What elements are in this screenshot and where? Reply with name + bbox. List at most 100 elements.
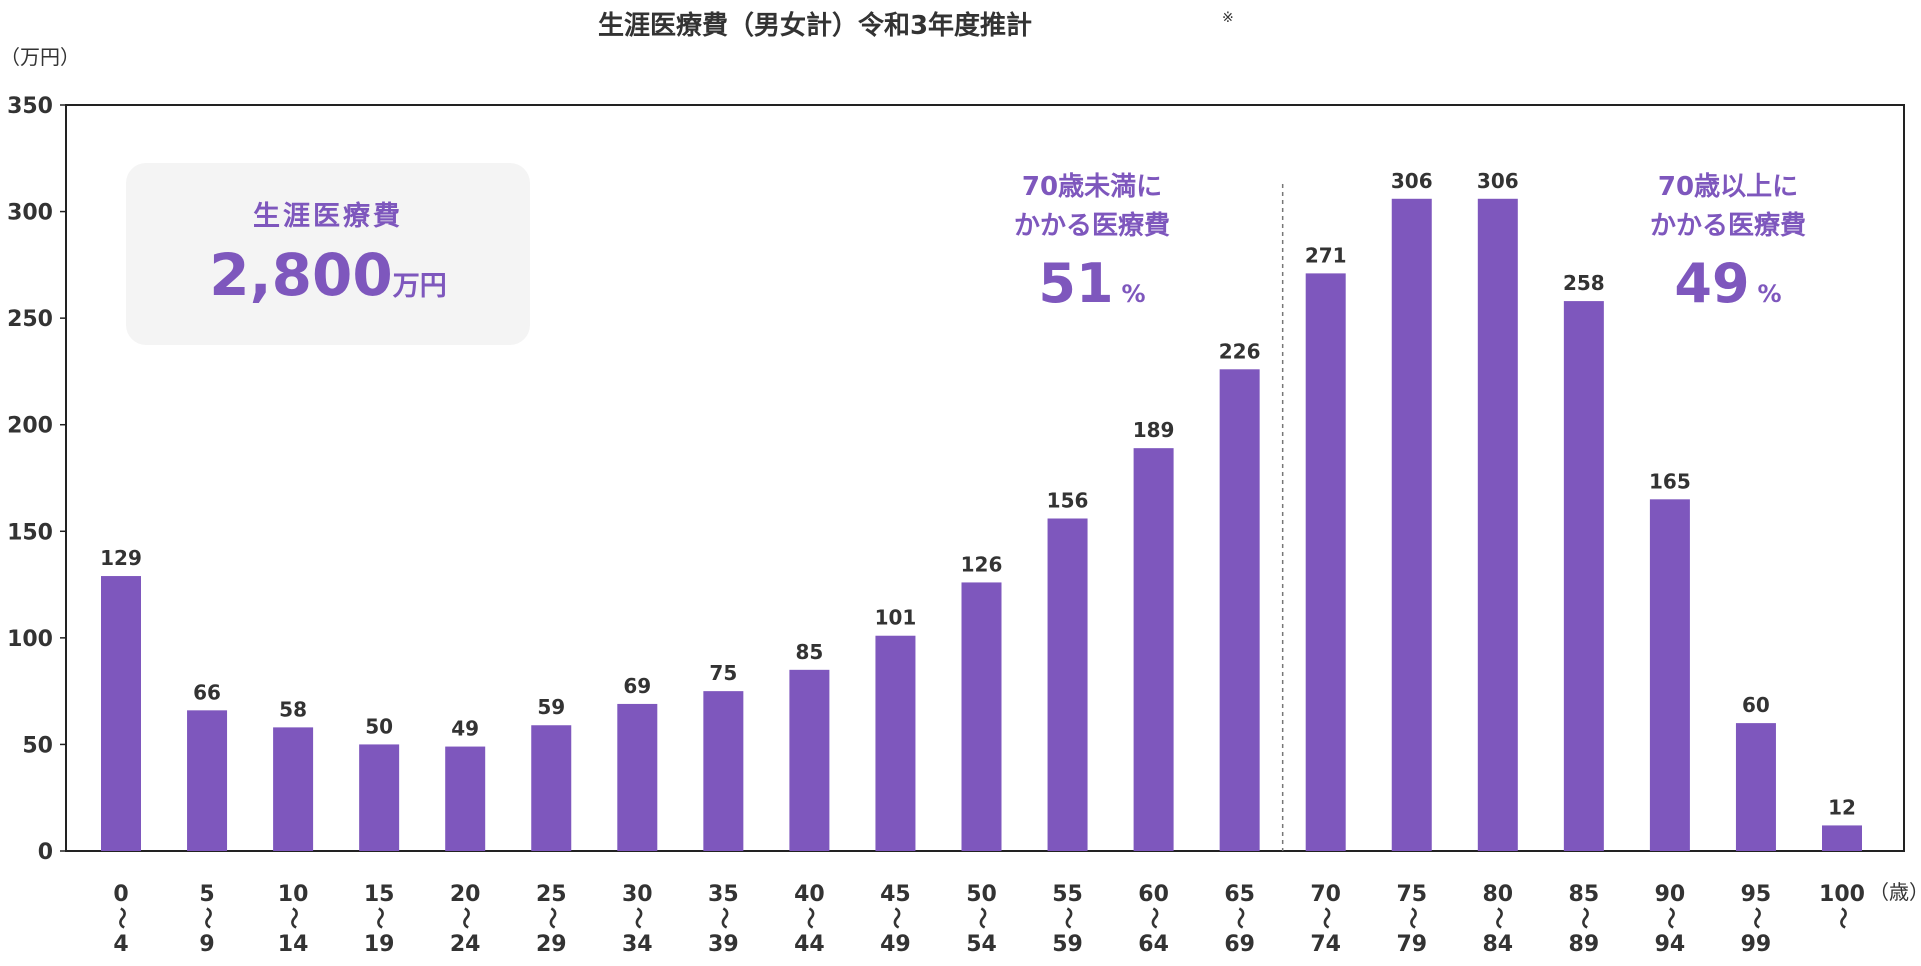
x-tick-range-mark: 〜	[1743, 907, 1768, 929]
bar-value-label: 85	[795, 640, 823, 664]
x-tick-range-mark: 〜	[366, 907, 391, 929]
bar-value-label: 49	[451, 717, 479, 741]
bar	[1649, 499, 1690, 851]
x-tick-start: 50	[966, 882, 997, 907]
chart-title: 生涯医療費（男女計）令和3年度推計	[598, 10, 1032, 41]
summary-box-value-line: 2,800万円	[209, 241, 446, 309]
y-tick-label: 150	[7, 520, 53, 545]
x-tick-label: 45〜 49	[880, 882, 911, 957]
x-tick-start: 35	[708, 882, 739, 907]
x-tick-label: 60〜 64	[1138, 882, 1169, 957]
bar	[875, 635, 916, 851]
x-tick-range-mark: 〜	[1055, 907, 1080, 929]
x-tick-range-mark: 〜	[624, 907, 649, 929]
data-labels: 129 66 58 50 49 59 69 75 85 101 126 156 189 226 271 306…	[100, 169, 1856, 820]
x-tick-range-mark: 〜	[710, 907, 735, 929]
bar-value-label: 101	[875, 606, 917, 630]
under-70-annotation-line1: 70歳未満に	[1022, 172, 1162, 202]
bar-value-label: 59	[537, 695, 565, 719]
x-tick-range-mark: 〜	[1657, 907, 1682, 929]
bar-value-label: 129	[100, 546, 142, 570]
bar-value-label: 226	[1219, 339, 1261, 363]
under-70-percent-value: 51	[1038, 252, 1113, 315]
x-tick-start: 100	[1819, 882, 1865, 907]
bar	[1219, 369, 1260, 851]
chart-title-mark: ※	[1222, 10, 1234, 26]
x-tick-start: 45	[880, 882, 911, 907]
x-tick-label: 85〜 89	[1569, 882, 1600, 957]
x-tick-start: 10	[278, 882, 309, 907]
y-axis-unit-label: （万円）	[0, 45, 80, 69]
x-tick-start: 95	[1741, 882, 1772, 907]
over-70-annotation-line1: 70歳以上に	[1658, 172, 1798, 202]
x-tick-end: 64	[1138, 932, 1169, 957]
x-tick-end: 84	[1482, 932, 1513, 957]
x-tick-start: 65	[1224, 882, 1255, 907]
bar-value-label: 156	[1047, 488, 1089, 512]
x-tick-end: 29	[536, 932, 567, 957]
lifetime-cost-summary-box: 生涯医療費 2,800万円	[126, 163, 530, 345]
x-tick-end: 99	[1741, 932, 1772, 957]
y-tick-label: 0	[38, 840, 53, 865]
x-tick-range-mark: 〜	[1313, 907, 1338, 929]
x-tick-end: 49	[880, 932, 911, 957]
bar-value-label: 69	[623, 674, 651, 698]
x-tick-range-mark: 〜	[796, 907, 821, 929]
x-tick-label: 15〜 19	[364, 882, 395, 957]
over-70-percent-unit: %	[1758, 280, 1782, 308]
bar-value-label: 306	[1391, 169, 1433, 193]
x-tick-label: 25〜 29	[536, 882, 567, 957]
x-tick-label: 95〜 99	[1741, 882, 1772, 957]
over-70-annotation-percent: 49%	[1674, 252, 1781, 315]
x-tick-end: 34	[622, 932, 653, 957]
bar-value-label: 165	[1649, 469, 1691, 493]
x-tick-range-mark: 〜	[108, 907, 133, 929]
bar	[1735, 723, 1776, 851]
bar-value-label: 50	[365, 714, 393, 738]
bar-value-label: 258	[1563, 271, 1605, 295]
bar-value-label: 75	[709, 661, 737, 685]
x-tick-range-mark: 〜	[452, 907, 477, 929]
x-tick-range-mark: 〜	[1227, 907, 1252, 929]
x-tick-end: 24	[450, 932, 481, 957]
under-70-annotation-percent: 51%	[1038, 252, 1145, 315]
x-tick-label: 5〜 9	[194, 882, 219, 957]
over-70-annotation: 70歳以上に かかる医療費 49%	[1650, 172, 1806, 315]
bar-value-label: 60	[1742, 693, 1770, 717]
x-tick-range-mark: 〜	[1141, 907, 1166, 929]
x-axis-unit-label: （歳）	[1869, 880, 1921, 904]
x-tick-label: 80〜 84	[1482, 882, 1513, 957]
x-tick-range-mark: 〜	[882, 907, 907, 929]
x-tick-range-mark: 〜	[1829, 907, 1854, 929]
x-tick-label: 55〜 59	[1052, 882, 1083, 957]
x-tick-end: 54	[966, 932, 997, 957]
x-tick-start: 5	[199, 882, 214, 907]
x-tick-end: 39	[708, 932, 739, 957]
x-tick-range-mark: 〜	[1571, 907, 1596, 929]
x-tick-end: 74	[1310, 932, 1341, 957]
bar	[1391, 198, 1432, 852]
bar	[1563, 301, 1604, 851]
x-tick-label: 40〜 44	[794, 882, 825, 957]
bar	[187, 710, 228, 851]
bar	[703, 691, 744, 851]
x-tick-range-mark: 〜	[1399, 907, 1424, 929]
x-tick-end: 19	[364, 932, 395, 957]
bar	[1822, 825, 1862, 851]
x-tick-label: 75〜 79	[1396, 882, 1427, 957]
y-tick-label: 100	[7, 627, 53, 652]
summary-box-unit: 万円	[393, 271, 447, 302]
bar	[1047, 518, 1088, 851]
bar	[445, 746, 486, 851]
x-tick-start: 30	[622, 882, 653, 907]
x-tick-range-mark: 〜	[194, 907, 219, 929]
x-axis-ticks: 0〜45〜910〜1415〜1920〜2425〜2930〜3435〜3940〜4…	[108, 882, 1865, 957]
bar-value-label: 271	[1305, 243, 1347, 267]
over-70-annotation-line2: かかる医療費	[1650, 211, 1806, 241]
x-tick-label: 70〜 74	[1310, 882, 1341, 957]
x-tick-start: 85	[1569, 882, 1600, 907]
y-tick-label: 200	[7, 414, 53, 439]
bar	[789, 669, 830, 851]
bar	[1305, 273, 1346, 852]
